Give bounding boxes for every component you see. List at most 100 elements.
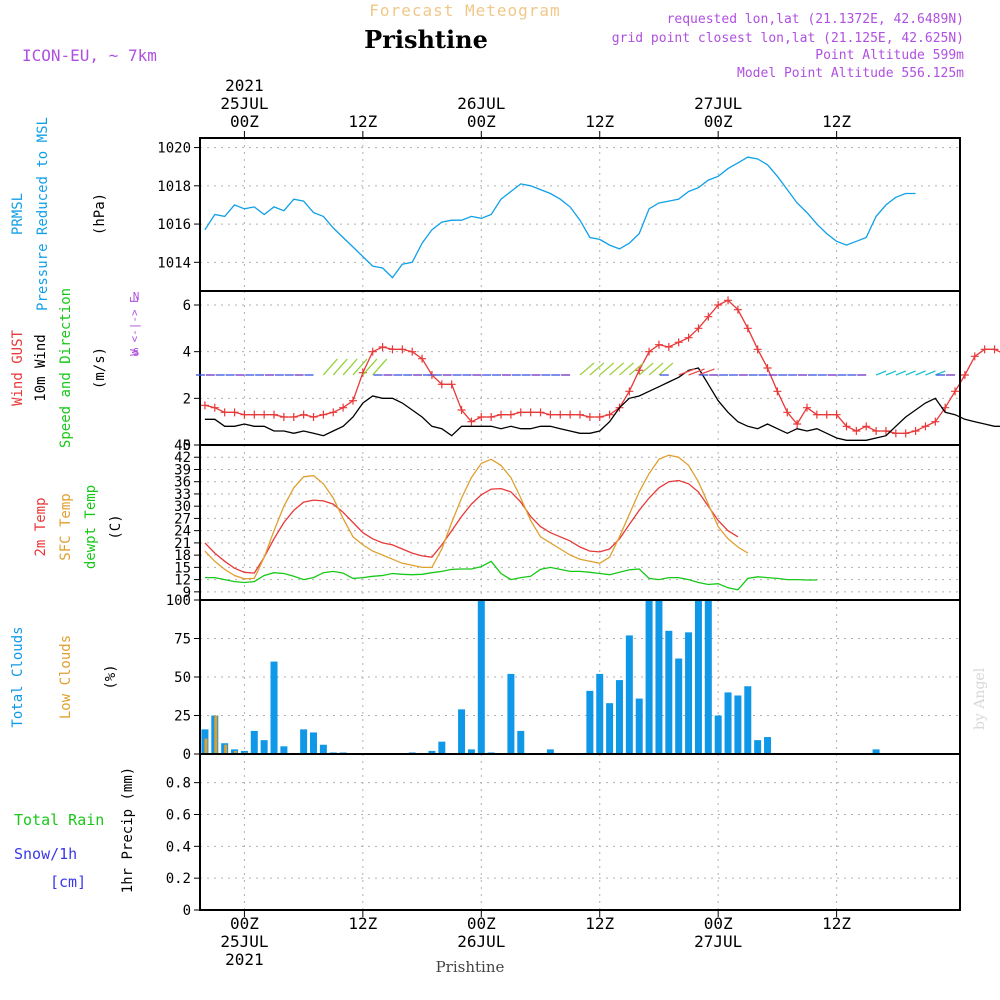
total-cloud-bar bbox=[428, 750, 436, 754]
y-tick-label: 0.2 bbox=[166, 871, 191, 887]
wind-direction-arrow bbox=[925, 370, 936, 376]
unit-hpa: (hPa) bbox=[92, 193, 108, 235]
gust-marker bbox=[566, 410, 575, 419]
bottom-time-label: 26JUL bbox=[457, 932, 505, 951]
total-cloud-bar bbox=[724, 692, 732, 754]
legend-cm: [cm] bbox=[50, 873, 86, 891]
y-tick-label: 12 bbox=[174, 573, 191, 589]
gust-marker bbox=[506, 410, 515, 419]
gust-marker bbox=[585, 413, 594, 421]
gust-marker bbox=[467, 417, 476, 426]
grid-point-coords: grid point closest lon,lat (21.125E, 42.… bbox=[612, 31, 964, 46]
gust-marker bbox=[911, 427, 920, 435]
wind-direction-arrow bbox=[658, 362, 674, 376]
y-tick-label: 21 bbox=[174, 536, 191, 552]
gust-marker bbox=[260, 410, 269, 419]
y-tick-label: 50 bbox=[174, 670, 191, 686]
y-tick-label: 2 bbox=[183, 391, 191, 407]
total-cloud-bar bbox=[655, 600, 663, 754]
series-line bbox=[204, 367, 1000, 441]
model-altitude: Model Point Altitude 556.125m bbox=[737, 66, 964, 81]
wind-direction-arrow bbox=[628, 362, 644, 376]
compass-s: S bbox=[133, 346, 140, 359]
top-time-label: 00Z bbox=[704, 112, 733, 131]
panel-clouds: 0 25 50 75 100 bbox=[166, 593, 961, 763]
y-tick-label: 1016 bbox=[157, 217, 191, 233]
y-tick-label: 6 bbox=[183, 298, 191, 314]
gust-marker bbox=[546, 410, 555, 419]
label-1hr-precip: 1hr Precip (mm) bbox=[120, 767, 136, 893]
gust-marker bbox=[654, 340, 663, 349]
gust-marker bbox=[368, 347, 377, 356]
gust-marker bbox=[378, 343, 387, 351]
total-cloud-bar bbox=[734, 695, 742, 754]
footer-location: Prishtine bbox=[436, 958, 505, 976]
wind-direction-arrow bbox=[688, 368, 705, 376]
label-dewpt-temp: dewpt Temp bbox=[83, 485, 99, 569]
top-time-label: 12Z bbox=[585, 112, 614, 131]
label-10m-wind: 10m Wind bbox=[33, 334, 49, 401]
total-cloud-bar bbox=[764, 737, 772, 754]
gust-marker bbox=[230, 408, 239, 417]
series-line bbox=[204, 560, 817, 591]
legend-total-rain: Total Rain bbox=[14, 811, 104, 829]
label-prmsl: PRMSL bbox=[10, 193, 26, 235]
total-cloud-bar bbox=[270, 661, 278, 754]
gust-marker bbox=[921, 422, 930, 431]
y-tick-label: 0.4 bbox=[166, 839, 191, 855]
gust-marker bbox=[881, 427, 890, 435]
model-label: ICON-EU, ~ 7km bbox=[22, 46, 157, 65]
compass-n: N bbox=[133, 290, 140, 303]
top-time-label: 12Z bbox=[348, 112, 377, 131]
total-cloud-bar bbox=[694, 600, 702, 754]
y-tick-label: 0 bbox=[183, 438, 191, 454]
label-pressure-msl: Pressure Reduced to MSL bbox=[35, 117, 51, 311]
wind-direction-arrow bbox=[362, 358, 378, 376]
top-time-label: 00Z bbox=[467, 112, 496, 131]
gust-marker bbox=[990, 345, 999, 354]
total-cloud-bar bbox=[260, 740, 268, 754]
gust-marker bbox=[872, 427, 881, 435]
wind-direction-arrow bbox=[935, 370, 946, 376]
y-tick-label: 39 bbox=[174, 462, 191, 478]
low-cloud-bar bbox=[204, 738, 208, 754]
total-cloud-bar bbox=[250, 730, 258, 754]
gust-marker bbox=[289, 413, 298, 421]
total-cloud-bar bbox=[546, 749, 554, 754]
gust-marker bbox=[763, 364, 772, 372]
panels: 1014101610181020024691215182124273033363… bbox=[10, 117, 1000, 919]
wind-direction-arrow bbox=[579, 362, 595, 376]
label-sfc-temp: SFC Temp bbox=[58, 493, 74, 560]
y-tick-label: 27 bbox=[174, 511, 191, 527]
label-total-clouds: Total Clouds bbox=[10, 626, 26, 727]
top-time-label: 27JUL bbox=[694, 94, 742, 113]
gust-marker bbox=[832, 410, 841, 419]
gust-marker bbox=[536, 408, 545, 417]
panel-wind: 0 2 4 6 bbox=[183, 290, 1000, 454]
gust-marker bbox=[398, 345, 407, 354]
gust-marker bbox=[773, 387, 782, 396]
gust-marker bbox=[625, 387, 634, 396]
location-title: Prishtine bbox=[364, 25, 488, 54]
total-cloud-bar bbox=[754, 740, 762, 754]
gust-marker bbox=[220, 408, 229, 417]
wind-direction-arrow bbox=[332, 358, 348, 376]
wind-direction-arrow bbox=[875, 370, 887, 376]
gust-marker bbox=[299, 410, 308, 419]
total-cloud-bar bbox=[625, 635, 633, 754]
gust-marker bbox=[783, 408, 792, 417]
credit-watermark: by Angel bbox=[972, 667, 988, 730]
panel-pressure: 1014 1016 1018 1020 bbox=[157, 137, 961, 292]
y-tick-label: 30 bbox=[174, 499, 191, 515]
top-time-label: 26JUL bbox=[457, 94, 505, 113]
gust-marker bbox=[605, 410, 614, 419]
gust-marker bbox=[309, 413, 318, 421]
total-cloud-bar bbox=[280, 746, 288, 754]
wind-direction-arrow bbox=[589, 362, 605, 376]
bottom-time-label: 27JUL bbox=[694, 932, 742, 951]
wind-direction-arrow bbox=[619, 362, 634, 376]
gust-marker bbox=[319, 410, 328, 419]
total-cloud-bar bbox=[615, 680, 623, 754]
wind-direction-arrow bbox=[678, 368, 695, 376]
